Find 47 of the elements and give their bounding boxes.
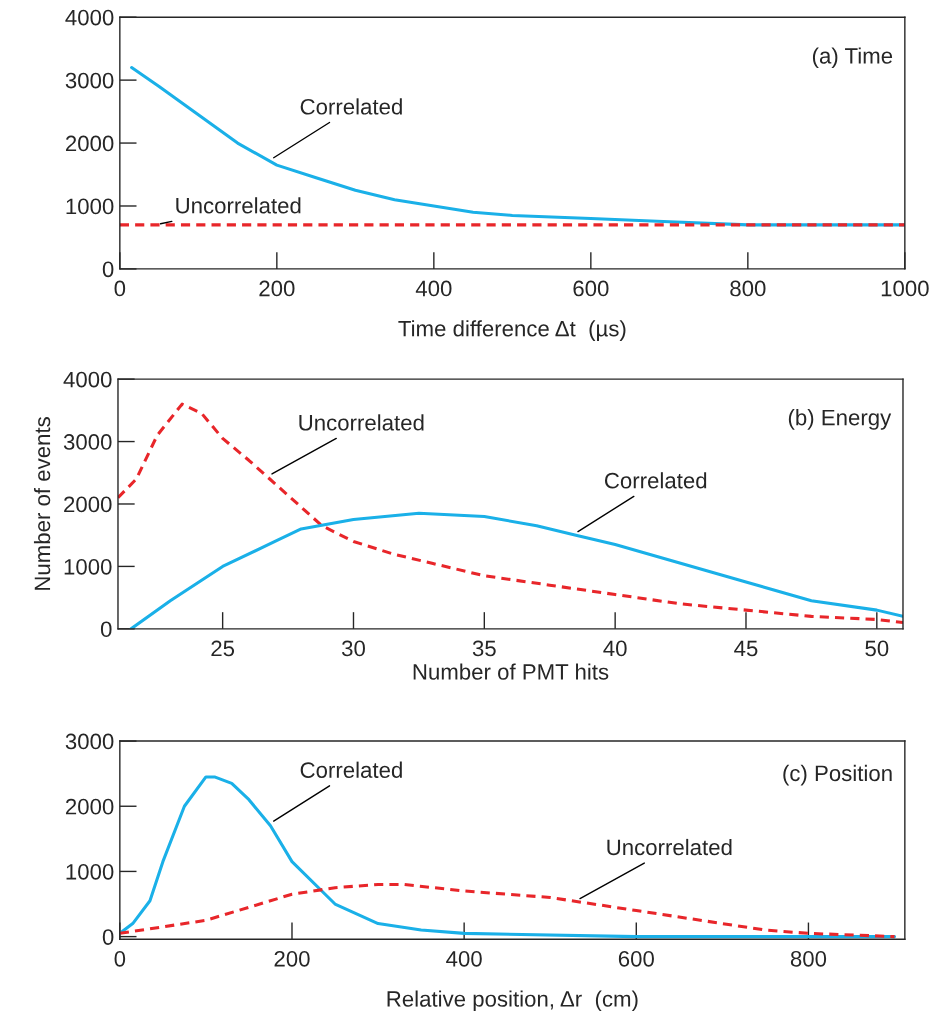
y-tick-label: 2000 <box>65 798 114 815</box>
y-tick-label: 3000 <box>63 434 112 450</box>
text: Correlated <box>300 761 402 778</box>
line-series <box>117 402 903 625</box>
y-axis-title: Number of events <box>33 417 51 590</box>
series-label: Uncorrelated <box>176 197 301 214</box>
text: Uncorrelated <box>607 838 732 856</box>
x-tick-label: 30 <box>341 640 365 657</box>
annotation: (a) Time <box>812 47 893 69</box>
x-tick-label: 600 <box>618 950 654 967</box>
line-series <box>119 882 897 939</box>
x-tick-label: 35 <box>472 640 496 657</box>
x-tick-label: 600 <box>573 280 609 297</box>
x-tick-label: 50 <box>865 640 889 657</box>
x-tick-label: 0 <box>114 280 126 297</box>
y-tick-label: 3000 <box>65 733 114 750</box>
x-axis-title: Number of PMT hits <box>413 663 609 680</box>
x-tick-label: 200 <box>259 280 295 297</box>
text: Uncorrelated <box>299 414 424 431</box>
text: Correlated <box>604 472 707 489</box>
x-tick-label: 200 <box>274 950 310 967</box>
x-tick-label: 1000 <box>881 280 929 297</box>
x-axis-title: Time difference Δt (µs) <box>398 320 626 341</box>
line-series <box>129 511 903 629</box>
annotation: (b) Energy <box>788 409 892 430</box>
x-tick-label: 400 <box>446 950 482 967</box>
text: Correlated <box>300 98 402 115</box>
x-tick-label: 400 <box>415 280 452 297</box>
x-tick-label: 40 <box>603 640 627 657</box>
y-tick-label: 0 <box>100 621 112 638</box>
y-tick-label: 2000 <box>65 135 114 152</box>
x-tick-label: 800 <box>790 950 827 967</box>
x-tick-label: 45 <box>734 640 758 657</box>
x-tick-label: 800 <box>730 280 766 297</box>
y-tick-label: 4000 <box>63 371 112 388</box>
annotation: (c) Position <box>783 764 892 786</box>
x-tick-label: 0 <box>114 950 126 967</box>
y-tick-label: 1000 <box>64 558 112 575</box>
y-tick-label: 0 <box>102 261 114 278</box>
y-tick-label: 4000 <box>65 9 114 26</box>
y-tick-label: 0 <box>102 929 114 945</box>
y-tick-label: 1000 <box>66 863 114 880</box>
x-axis-title: Relative position, Δr (cm) <box>387 990 638 1011</box>
y-tick-label: 2000 <box>64 496 112 513</box>
y-tick-label: 3000 <box>65 72 114 89</box>
x-tick-label: 25 <box>211 640 235 657</box>
y-tick-label: 1000 <box>66 198 114 215</box>
